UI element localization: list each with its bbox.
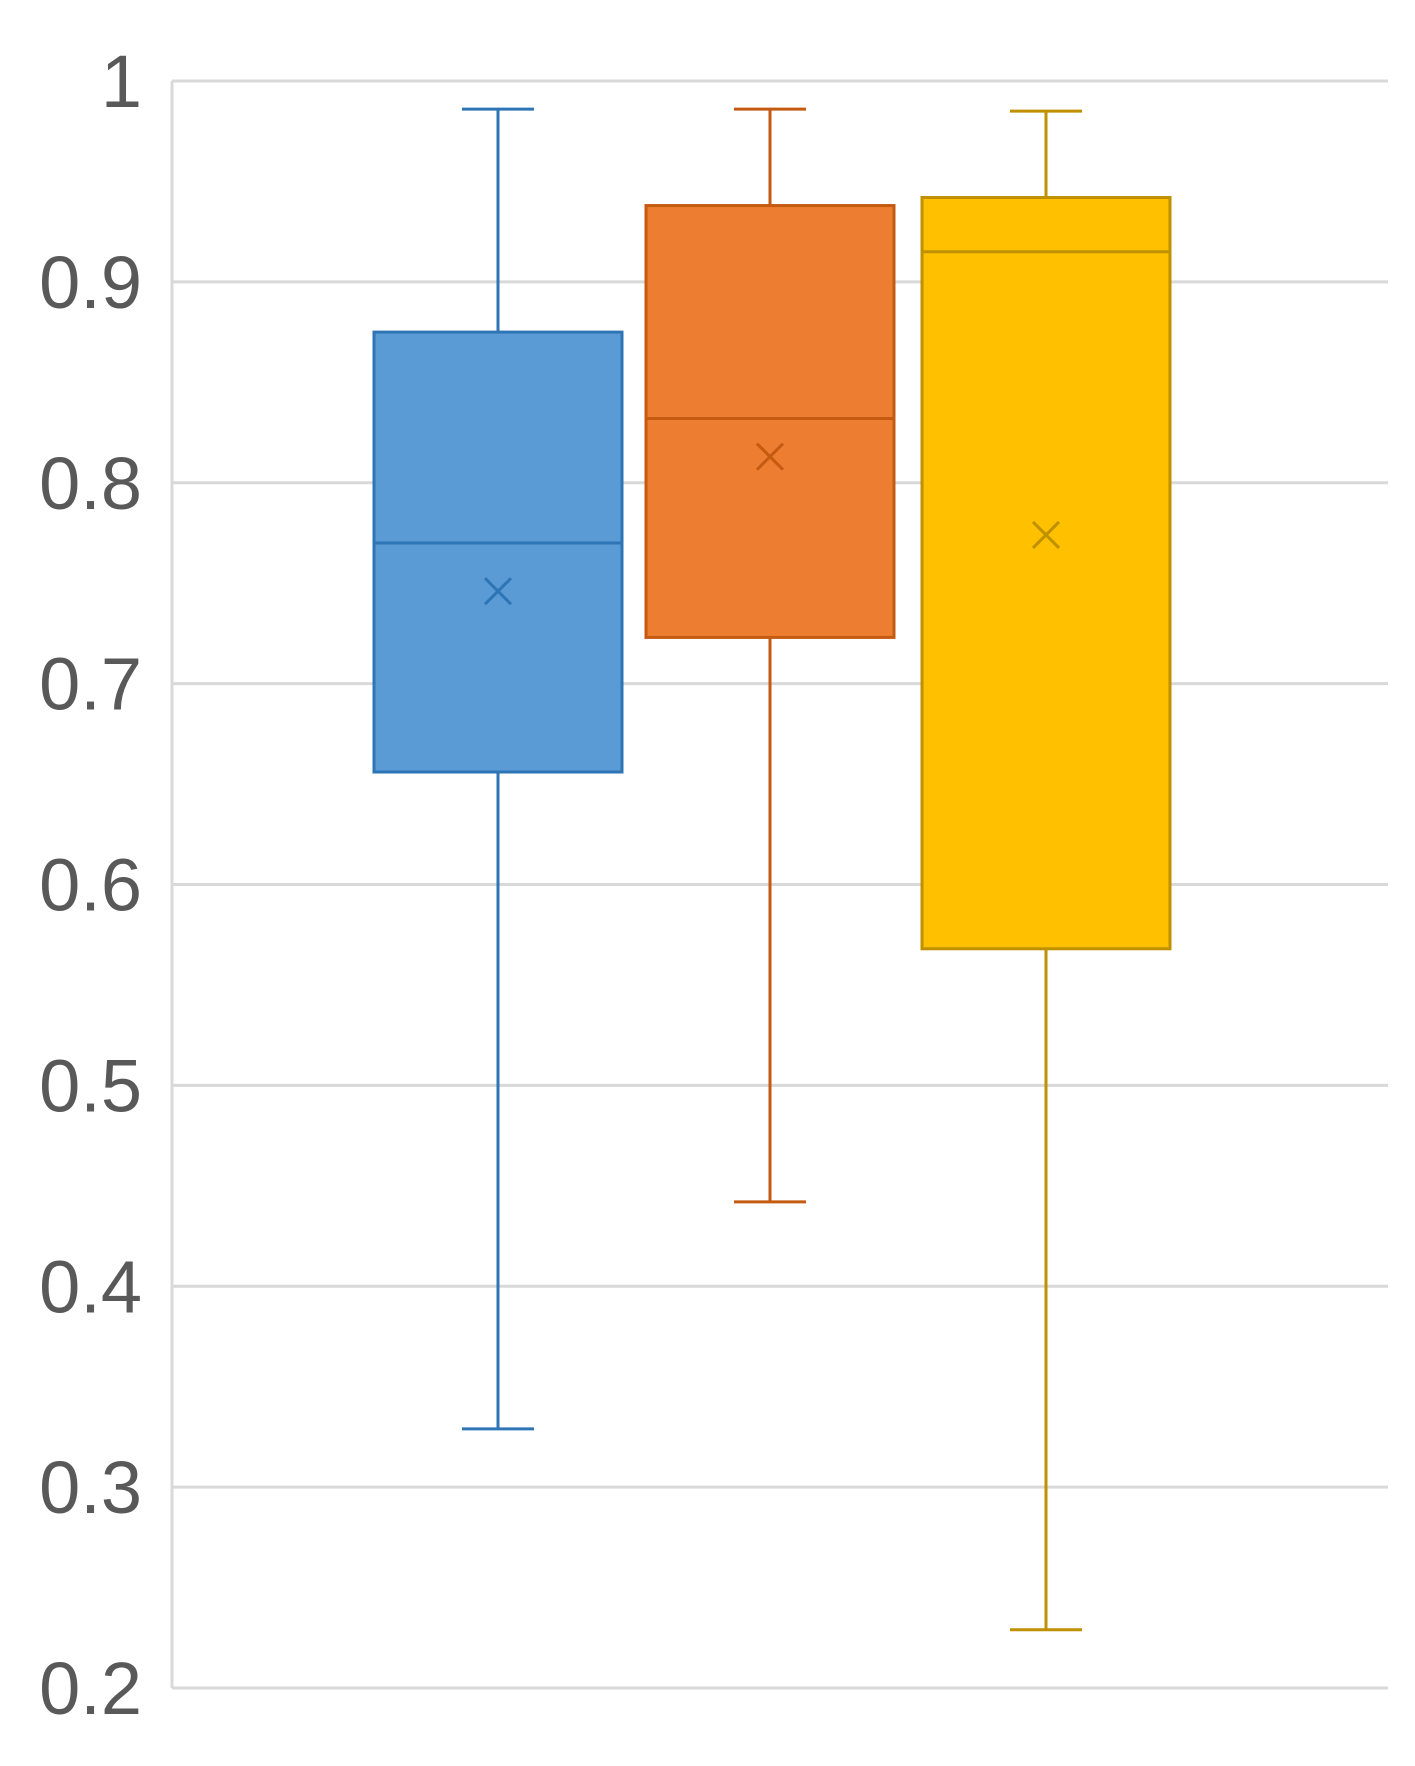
y-tick-label: 1 [101,40,142,123]
y-tick-label: 0.9 [39,241,142,324]
y-axis-tick-labels: 0.2 0.3 0.4 0.5 0.6 0.7 0.8 0.9 1 [39,40,142,1730]
interquartile-box [372,330,624,774]
y-tick-label: 0.2 [39,1647,142,1730]
y-tick-label: 0.4 [39,1245,142,1328]
y-tick-label: 0.6 [39,844,142,927]
mean-marker [755,442,785,471]
y-tick-label: 0.5 [39,1044,142,1127]
box-series-3 [920,109,1172,1632]
y-tick-label: 0.7 [39,643,142,726]
interquartile-box [644,204,896,639]
box-series-group [372,107,1172,1632]
y-tick-label: 0.8 [39,442,142,525]
box-series-1 [372,107,624,1431]
interquartile-box [920,196,1172,951]
mean-marker [1031,520,1061,550]
box-series-2 [644,107,896,1204]
y-tick-label: 0.3 [39,1446,142,1529]
mean-marker [483,577,513,606]
